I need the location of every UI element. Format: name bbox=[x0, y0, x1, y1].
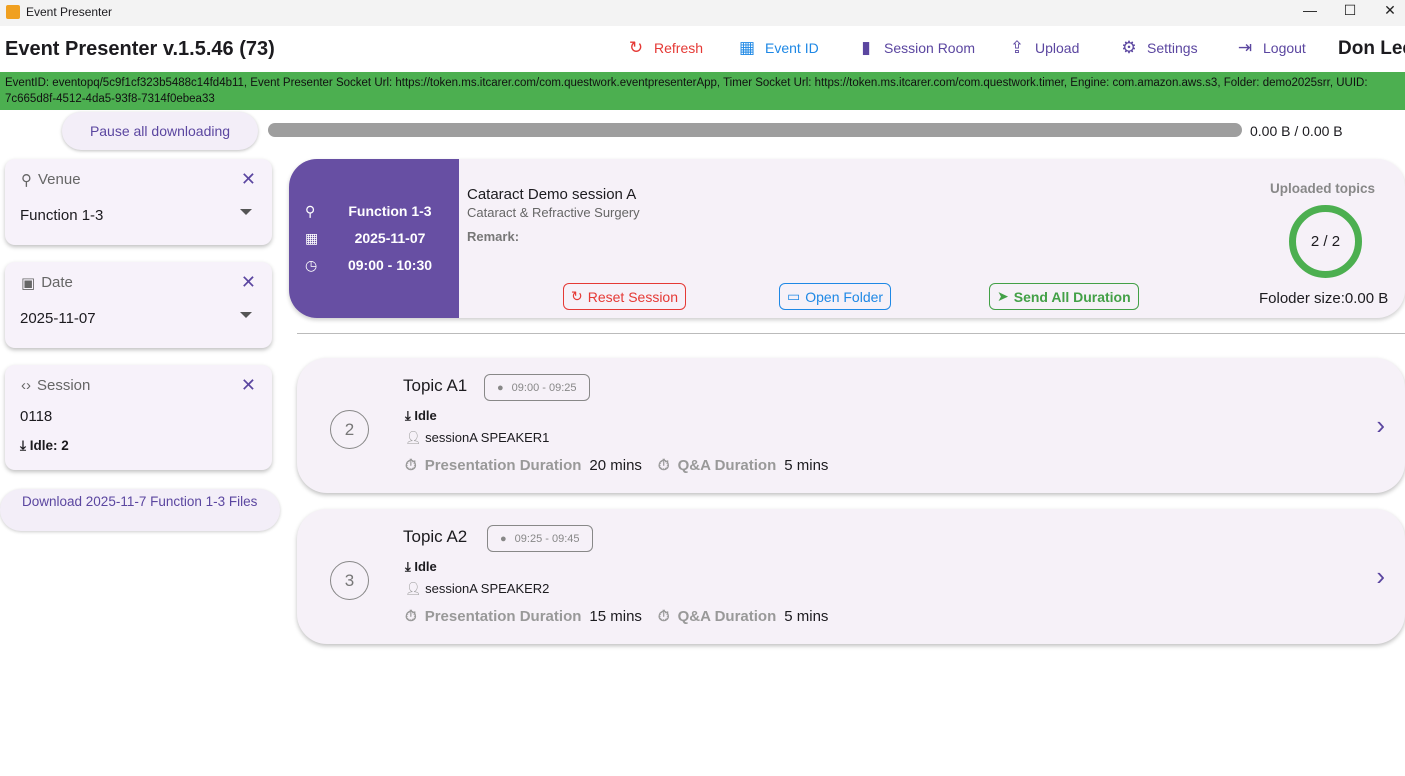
calendar-icon: ▣ bbox=[21, 275, 36, 292]
dropdown-icon[interactable] bbox=[240, 209, 252, 215]
venue-filter[interactable]: ⚲ Venue ✕ Function 1-3 bbox=[5, 159, 272, 245]
refresh-button[interactable]: ↻ Refresh bbox=[626, 38, 703, 58]
app-icon bbox=[6, 5, 20, 19]
topic-title: Topic A2 bbox=[403, 527, 468, 546]
window-title: Event Presenter bbox=[26, 5, 113, 19]
topic-durations: ⏱ Presentation Duration 15 mins ⏱ Q&A Durat… bbox=[405, 608, 829, 625]
topic-number: 2 bbox=[330, 410, 369, 449]
logout-icon: ⇥ bbox=[1237, 38, 1253, 57]
app-title: Event Presenter v.1.5.46 (73) bbox=[5, 38, 275, 60]
minimize-button[interactable]: — bbox=[1303, 2, 1317, 18]
location-icon: ⚲ bbox=[305, 203, 316, 219]
gear-icon: ⚙ bbox=[1121, 38, 1137, 57]
topic-speaker: 👤︎ sessionA SPEAKER2 bbox=[405, 581, 550, 596]
folder-size: Foloder size:0.00 B bbox=[1259, 290, 1389, 307]
session-room-button[interactable]: ▮ Session Room bbox=[856, 38, 975, 58]
topic-number: 3 bbox=[330, 561, 369, 600]
open-folder-button[interactable]: ▭ Open Folder bbox=[779, 283, 892, 310]
person-icon: 👤︎ bbox=[405, 430, 426, 445]
upload-button[interactable]: ⇪ Upload bbox=[1007, 38, 1080, 58]
clock-icon: ● bbox=[497, 381, 504, 394]
topic-card[interactable]: 2 Topic A1 ● 09:00 - 09:25 ⤓ Idle 👤︎ sess… bbox=[297, 358, 1405, 493]
uploaded-topics-ring: 2 / 2 bbox=[1289, 205, 1362, 278]
send-all-duration-button[interactable]: ➤ Send All Duration bbox=[989, 283, 1139, 310]
session-title: Cataract Demo session A bbox=[467, 186, 637, 203]
date-value: 2025-11-07 bbox=[20, 310, 96, 327]
timer-icon: ⏱ bbox=[657, 608, 670, 625]
download-icon: ⤓ bbox=[20, 438, 30, 453]
chevron-right-icon[interactable]: › bbox=[1376, 410, 1385, 440]
download-icon: ⤓ bbox=[405, 408, 415, 423]
chevron-right-icon[interactable]: › bbox=[1376, 561, 1385, 591]
logout-button[interactable]: ⇥ Logout bbox=[1235, 38, 1306, 58]
app-bar: Event Presenter v.1.5.46 (73) ↻ Refresh ▦… bbox=[0, 26, 1405, 72]
reset-session-button[interactable]: ↻ Reset Session bbox=[563, 283, 687, 310]
venue-value: Function 1-3 bbox=[20, 207, 104, 224]
topic-status: ⤓ Idle bbox=[405, 559, 437, 574]
folder-icon: ▭ bbox=[787, 288, 801, 304]
session-value: 0118 bbox=[20, 408, 53, 425]
pause-downloading-button[interactable]: Pause all downloading bbox=[62, 112, 258, 150]
calendar-icon: ▦ bbox=[305, 230, 319, 246]
session-filter[interactable]: ‹› Session ✕ 0118 ⤓ Idle: 2 bbox=[5, 365, 272, 470]
clear-venue-icon[interactable]: ✕ bbox=[240, 169, 256, 189]
topic-title: Topic A1 bbox=[403, 376, 468, 395]
session-subtitle: Cataract & Refractive Surgery bbox=[467, 205, 640, 220]
clock-icon: ◷ bbox=[305, 257, 318, 273]
maximize-button[interactable]: ☐ bbox=[1343, 2, 1357, 18]
person-icon: 👤︎ bbox=[405, 581, 426, 596]
event-id-button[interactable]: ▦ Event ID bbox=[738, 38, 819, 57]
topic-durations: ⏱ Presentation Duration 20 mins ⏱ Q&A Durat… bbox=[405, 457, 829, 474]
upload-icon: ⇪ bbox=[1009, 38, 1025, 57]
uploaded-topics-label: Uploaded topics bbox=[1270, 181, 1376, 196]
film-icon: ▮ bbox=[861, 38, 871, 57]
settings-button[interactable]: ⚙ Settings bbox=[1119, 38, 1197, 58]
download-icon: ⤓ bbox=[405, 559, 415, 574]
topic-time-badge: ● 09:25 - 09:45 bbox=[487, 525, 593, 552]
topic-card[interactable]: 3 Topic A2 ● 09:25 - 09:45 ⤓ Idle 👤︎ sess… bbox=[297, 509, 1405, 644]
session-summary: ⚲ Function 1-3 ▦ 2025-11-07 ◷ 09:00 - 10:30 bbox=[289, 159, 459, 318]
timer-icon: ⏱ bbox=[405, 457, 417, 474]
topic-speaker: 👤︎ sessionA SPEAKER1 bbox=[405, 430, 550, 445]
topic-time-badge: ● 09:00 - 09:25 bbox=[484, 374, 590, 401]
dropdown-icon[interactable] bbox=[240, 312, 252, 318]
location-icon: ⚲ bbox=[21, 172, 32, 189]
session-status: ⤓ Idle: 2 bbox=[20, 438, 69, 453]
timer-icon: ⏱ bbox=[405, 608, 417, 625]
download-progress-bar bbox=[268, 123, 1242, 137]
refresh-icon: ↻ bbox=[628, 38, 644, 57]
close-button[interactable]: ✕ bbox=[1384, 2, 1396, 18]
download-files-button[interactable]: Download 2025-11-7 Function 1-3 Files bbox=[0, 489, 280, 531]
session-card: ⚲ Function 1-3 ▦ 2025-11-07 ◷ 09:00 - 10:30… bbox=[289, 159, 1405, 318]
divider bbox=[297, 333, 1405, 334]
download-progress-text: 0.00 B / 0.00 B bbox=[1250, 123, 1343, 139]
timer-icon: ⏱ bbox=[657, 457, 670, 474]
send-icon: ➤ bbox=[997, 288, 1009, 304]
code-icon: ‹› bbox=[21, 377, 31, 394]
user-name: Don Lee bbox=[1338, 38, 1405, 59]
date-filter[interactable]: ▣ Date ✕ 2025-11-07 bbox=[5, 262, 272, 348]
clear-session-icon[interactable]: ✕ bbox=[240, 375, 256, 395]
refresh-icon: ↻ bbox=[571, 288, 583, 304]
clock-icon: ● bbox=[500, 532, 507, 545]
event-info-bar: EventID: eventopq/5c9f1cf323b5488c14fd4b… bbox=[0, 72, 1405, 110]
topic-status: ⤓ Idle bbox=[405, 408, 437, 423]
clear-date-icon[interactable]: ✕ bbox=[240, 272, 256, 292]
remark-label: Remark: bbox=[467, 229, 520, 244]
window-titlebar: Event Presenter — ☐ ✕ bbox=[0, 0, 1405, 26]
qr-code-icon: ▦ bbox=[738, 38, 756, 57]
